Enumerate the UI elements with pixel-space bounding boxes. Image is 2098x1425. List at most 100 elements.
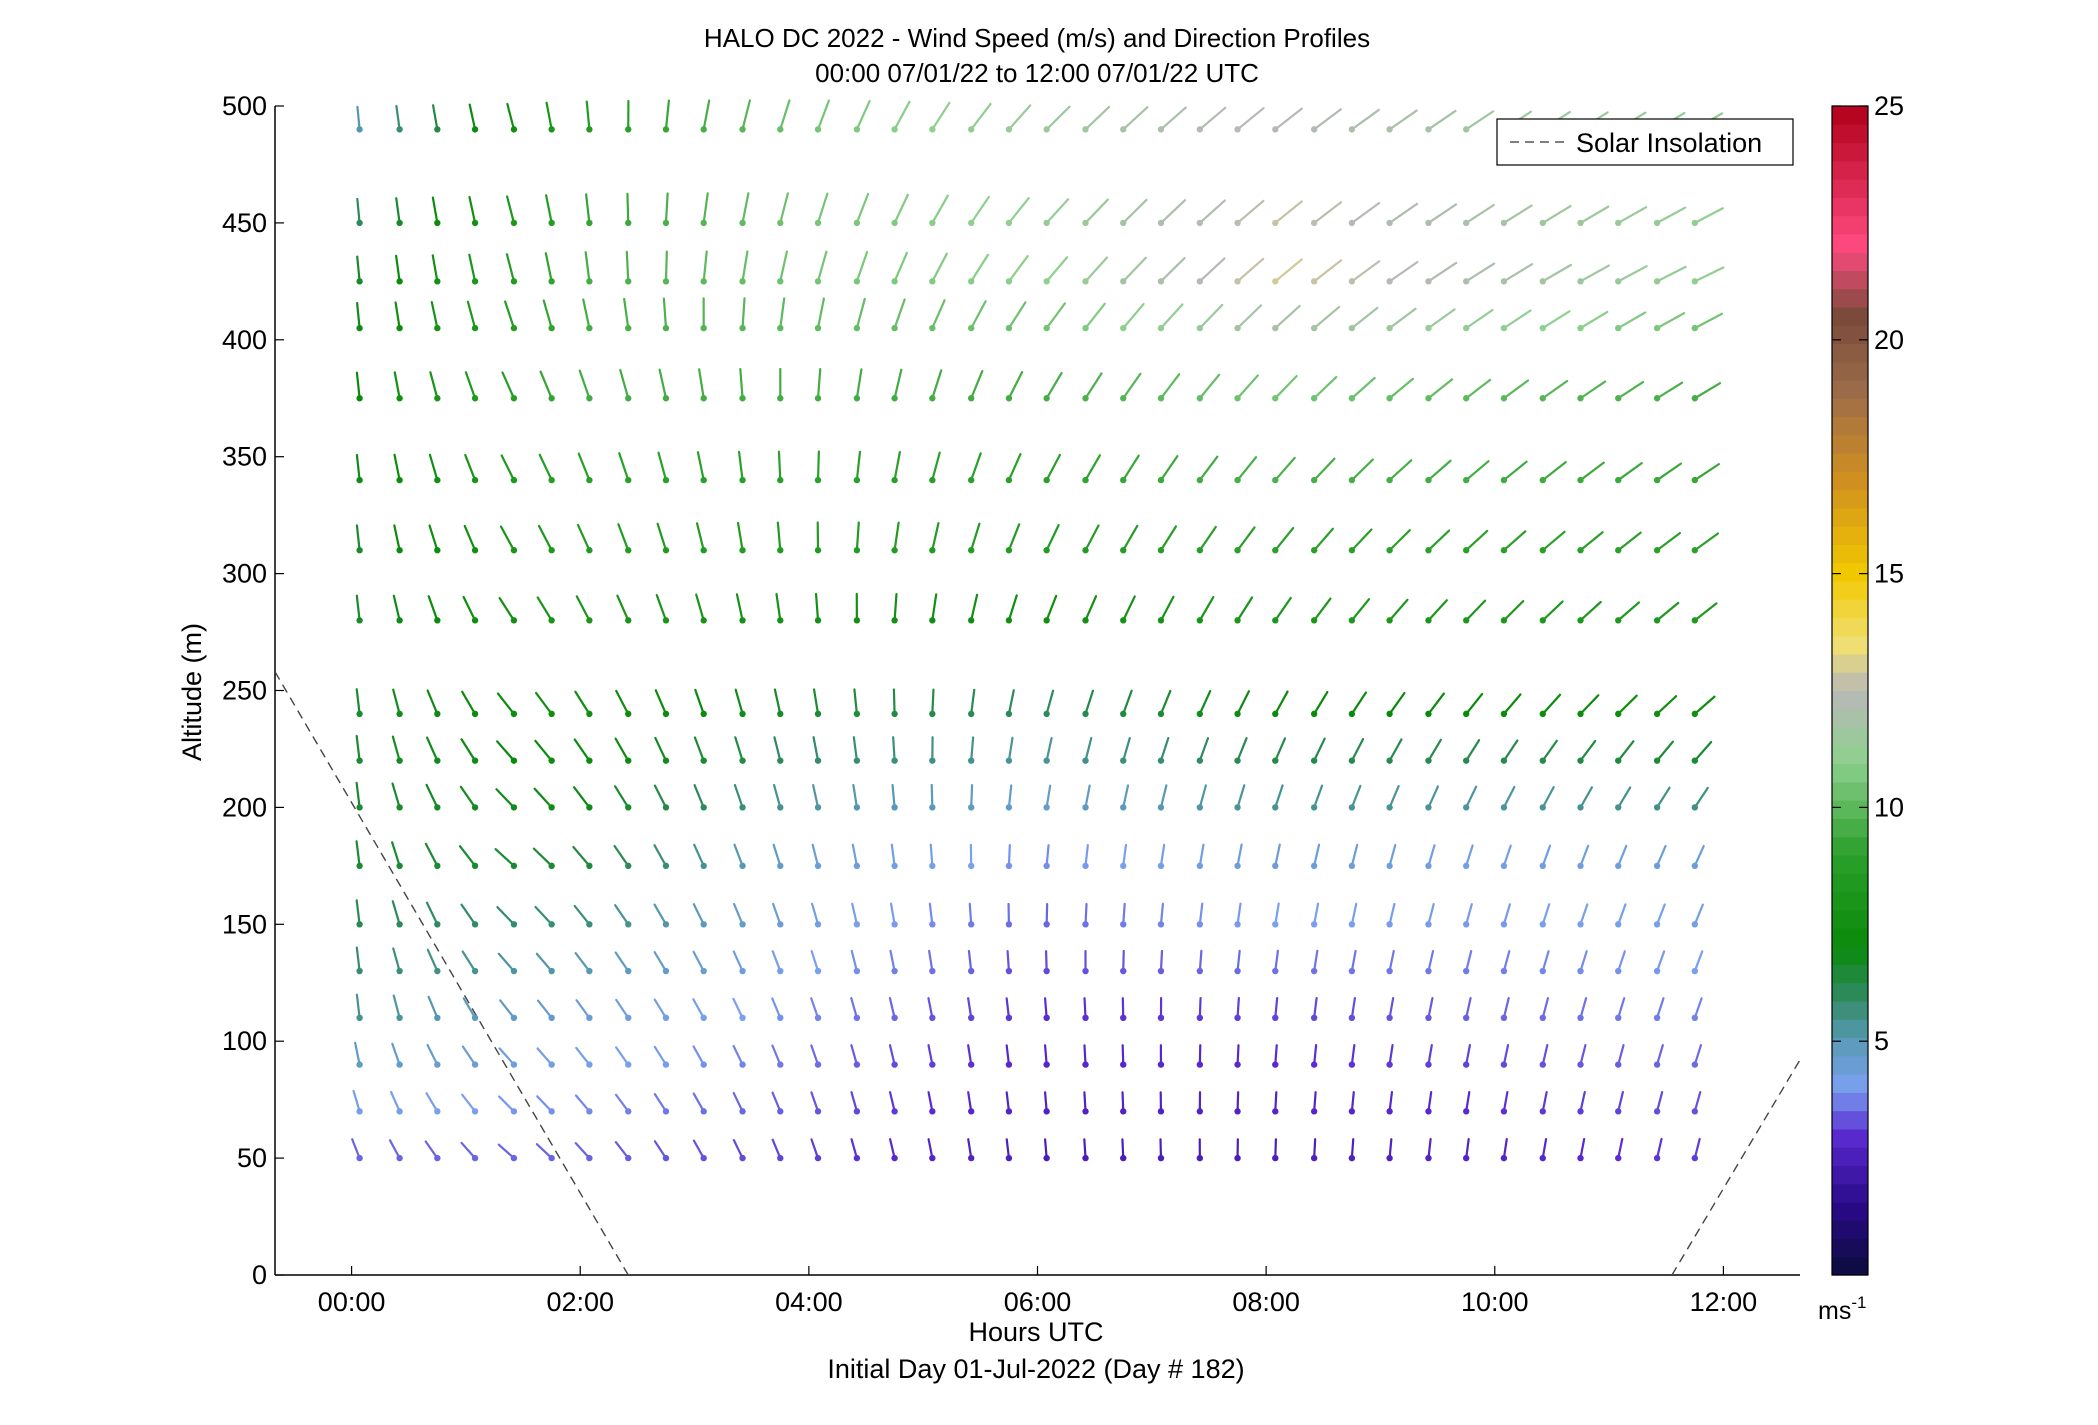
- colorbar-cell: [1832, 1238, 1868, 1258]
- wind-barb: [576, 523, 593, 554]
- wind-barb: [1577, 739, 1597, 764]
- wind-barb: [425, 1092, 441, 1115]
- wind-barb: [1500, 530, 1527, 554]
- wind-barb: [1691, 602, 1718, 624]
- wind-barb: [967, 1091, 975, 1115]
- wind-barb: [1120, 106, 1149, 133]
- wind-barb: [653, 998, 670, 1022]
- wind-barb: [1348, 201, 1381, 227]
- wind-barb: [1577, 310, 1609, 332]
- wind-barb: [468, 103, 479, 133]
- wind-barb: [1272, 107, 1303, 133]
- wind-barb: [461, 950, 479, 975]
- wind-barb: [1462, 950, 1473, 975]
- wind-barb: [891, 100, 911, 133]
- y-tick-label: 300: [222, 559, 267, 589]
- wind-barb: [653, 951, 670, 975]
- wind-barb: [534, 739, 555, 764]
- wind-barb: [499, 525, 518, 554]
- wind-barb: [1500, 739, 1519, 764]
- wind-barb: [1157, 303, 1184, 332]
- wind-barb: [430, 300, 441, 332]
- wind-barb: [585, 100, 593, 133]
- wind-barb: [614, 904, 632, 928]
- colorbar-ticks: 5 10 15 20 25: [1832, 91, 1904, 1056]
- wind-barb: [1234, 199, 1265, 227]
- wind-barb: [889, 949, 898, 975]
- wind-barb: [776, 521, 784, 554]
- wind-barb: [1196, 1138, 1204, 1162]
- wind-barb: [1120, 902, 1127, 928]
- wind-barb: [391, 1042, 403, 1068]
- wind-barb: [615, 689, 632, 718]
- wind-barb: [1196, 303, 1224, 332]
- wind-barb: [425, 736, 441, 764]
- wind-barb: [625, 250, 632, 285]
- wind-barb: [1539, 997, 1550, 1022]
- wind-barb: [810, 949, 822, 975]
- wind-barb: [1425, 738, 1442, 764]
- wind-barb: [891, 193, 909, 227]
- wind-barb: [574, 690, 593, 718]
- wind-barb: [1539, 1043, 1549, 1068]
- wind-barb: [575, 999, 593, 1022]
- wind-barb: [1500, 997, 1510, 1022]
- colorbar-cell: [1832, 635, 1868, 655]
- wind-barb: [1272, 375, 1298, 402]
- colorbar-cell: [1832, 306, 1868, 326]
- wind-barb: [662, 99, 671, 133]
- wind-barb: [853, 450, 862, 484]
- wind-barb: [1386, 691, 1406, 718]
- wind-barb: [1653, 903, 1666, 928]
- wind-barb: [427, 595, 441, 624]
- wind-barb: [1615, 311, 1647, 332]
- wind-barb: [392, 994, 403, 1022]
- colorbar-cell: [1832, 179, 1868, 198]
- wind-barb: [619, 369, 632, 402]
- wind-barb: [424, 1140, 441, 1162]
- wind-barb: [1386, 377, 1415, 402]
- wind-barb: [1005, 736, 1014, 764]
- wind-barb: [732, 1044, 746, 1068]
- wind-barb: [771, 902, 784, 928]
- wind-barb: [1082, 524, 1100, 554]
- wind-barb: [1615, 786, 1632, 811]
- colorbar-tick-label: 20: [1874, 325, 1904, 355]
- wind-barb: [1539, 204, 1572, 227]
- wind-barb: [1691, 786, 1709, 811]
- wind-barb: [1234, 107, 1265, 133]
- wind-barb: [1272, 1138, 1279, 1162]
- wind-barb: [1615, 740, 1635, 764]
- colorbar-cell: [1832, 1110, 1868, 1130]
- wind-barb: [1653, 206, 1687, 227]
- wind-barb: [355, 899, 363, 928]
- colorbar-cell: [1832, 562, 1868, 582]
- wind-barb: [1157, 902, 1165, 928]
- wind-barb: [1462, 529, 1489, 554]
- wind-barb: [1120, 1138, 1127, 1162]
- wind-barb: [355, 524, 363, 554]
- wind-barb: [536, 596, 555, 624]
- wind-barb: [355, 840, 363, 870]
- wind-barb: [1005, 452, 1022, 484]
- wind-barb: [967, 1138, 975, 1162]
- wind-barb: [1196, 689, 1212, 718]
- x-tick-label: 08:00: [1232, 1287, 1300, 1317]
- wind-barb: [391, 900, 403, 928]
- wind-barb: [888, 997, 898, 1022]
- wind-barb: [391, 735, 403, 764]
- wind-barb: [777, 250, 788, 285]
- x-tick-label: 06:00: [1004, 1287, 1072, 1317]
- colorbar-cell: [1832, 197, 1868, 217]
- wind-barb: [1539, 693, 1562, 718]
- wind-barb: [1272, 784, 1284, 811]
- wind-barb: [653, 784, 670, 811]
- wind-barb: [1234, 257, 1265, 285]
- wind-barb: [625, 99, 632, 133]
- wind-barb: [1425, 203, 1458, 227]
- wind-barb: [1539, 530, 1566, 554]
- wind-barb: [1539, 1137, 1548, 1162]
- colorbar-cell: [1832, 361, 1868, 381]
- wind-barb: [1386, 996, 1395, 1022]
- wind-barb: [1425, 1043, 1433, 1068]
